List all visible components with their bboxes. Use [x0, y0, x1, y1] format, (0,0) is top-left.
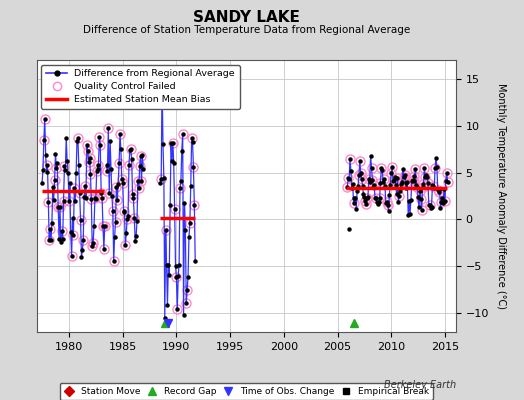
Y-axis label: Monthly Temperature Anomaly Difference (°C): Monthly Temperature Anomaly Difference (…	[496, 83, 506, 309]
Text: Difference of Station Temperature Data from Regional Average: Difference of Station Temperature Data f…	[83, 25, 410, 35]
Legend: Station Move, Record Gap, Time of Obs. Change, Empirical Break: Station Move, Record Gap, Time of Obs. C…	[60, 383, 433, 400]
Text: SANDY LAKE: SANDY LAKE	[193, 10, 300, 26]
Text: Berkeley Earth: Berkeley Earth	[384, 380, 456, 390]
